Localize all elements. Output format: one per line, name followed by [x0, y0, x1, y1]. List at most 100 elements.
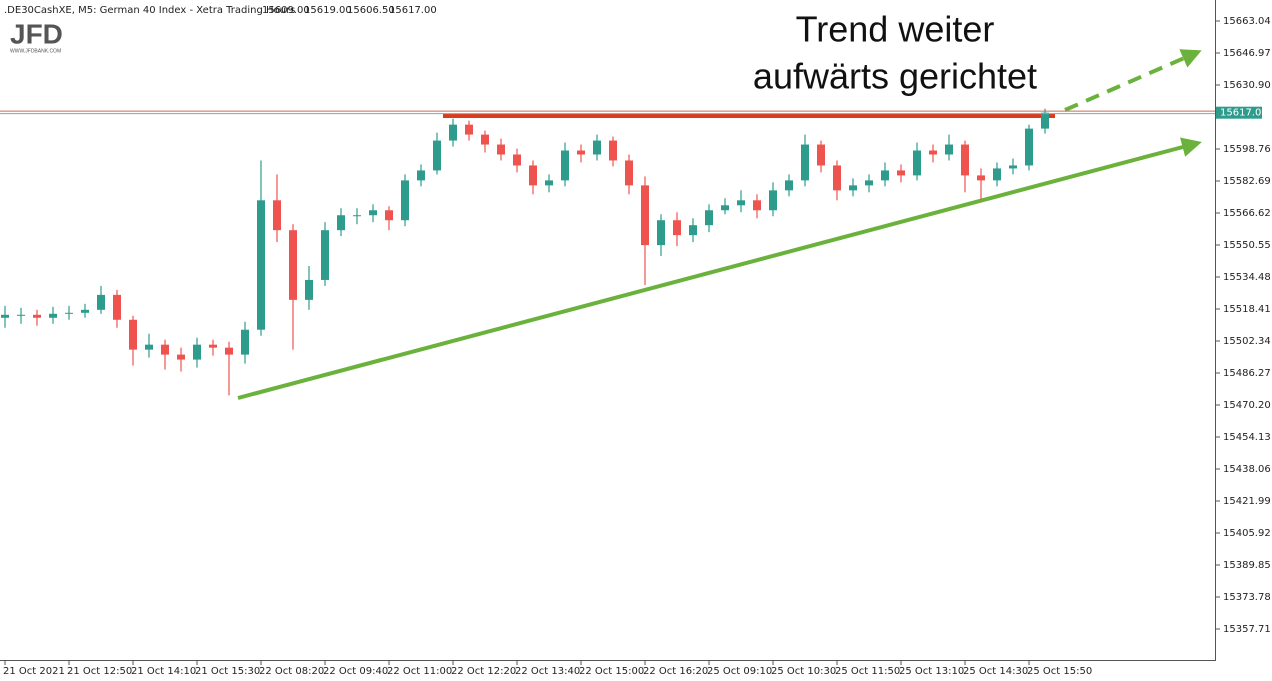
y-tick-label: 15502.34 — [1223, 336, 1271, 347]
candle-body — [961, 144, 969, 176]
candle-body — [913, 150, 921, 176]
y-tick-label: 15663.04 — [1223, 16, 1271, 27]
candle-body — [497, 144, 505, 155]
annotation: Trend weiter — [796, 9, 995, 50]
candle-body — [129, 319, 137, 350]
candle-body — [993, 168, 1001, 181]
y-tick-label: 15582.69 — [1223, 176, 1271, 187]
x-tick-label: 22 Oct 08:20 — [259, 666, 324, 677]
header-ohlc-value: 15606.50 — [347, 5, 395, 16]
y-tick-label: 15454.13 — [1223, 432, 1271, 443]
candle-body — [433, 140, 441, 171]
x-tick-label: 21 Oct 2021 — [3, 666, 65, 677]
x-tick-label: 22 Oct 09:40 — [323, 666, 388, 677]
y-tick-label: 15486.27 — [1223, 368, 1271, 379]
candle-body — [929, 150, 937, 155]
current-price-box — [1216, 106, 1262, 119]
x-tick-label: 21 Oct 12:50 — [67, 666, 132, 677]
candle-body — [385, 210, 393, 221]
candle-body — [1, 314, 9, 318]
candle-body — [785, 180, 793, 191]
candle-body — [241, 329, 249, 355]
logo: JFD — [10, 18, 63, 49]
x-tick-label: 25 Oct 11:50 — [835, 666, 900, 677]
candle-body — [1009, 165, 1017, 169]
candle-body — [305, 279, 313, 300]
candle-body — [401, 180, 409, 221]
x-tick-label: 25 Oct 13:10 — [899, 666, 964, 677]
candle-body — [977, 175, 985, 181]
candle-body — [1025, 128, 1033, 166]
candle-body — [833, 165, 841, 191]
candle-body — [273, 200, 281, 231]
x-tick-label: 25 Oct 09:10 — [707, 666, 772, 677]
candle-body — [417, 170, 425, 181]
candle-body — [465, 124, 473, 135]
y-tick-label: 15389.85 — [1223, 560, 1271, 571]
header-symbol: .DE30CashXE, M5: German 40 Index - Xetra… — [4, 5, 295, 16]
candle-body — [721, 205, 729, 211]
x-tick-label: 25 Oct 15:50 — [1027, 666, 1092, 677]
candle-body — [33, 314, 41, 318]
candle-body — [161, 344, 169, 355]
candle-body — [705, 210, 713, 226]
candle-body — [97, 294, 105, 310]
candle-body — [145, 344, 153, 350]
candle-body — [177, 354, 185, 360]
x-tick-label: 22 Oct 15:00 — [579, 666, 644, 677]
candle-body — [897, 170, 905, 176]
y-tick-label: 15534.48 — [1223, 272, 1271, 283]
logo-url: WWW.JFDBANK.COM — [10, 48, 61, 54]
x-tick-label: 25 Oct 14:30 — [963, 666, 1028, 677]
candle-body — [641, 185, 649, 246]
y-tick-label: 15405.92 — [1223, 528, 1271, 539]
candle-body — [353, 215, 361, 217]
y-tick-label: 15566.62 — [1223, 208, 1271, 219]
candle-body — [337, 215, 345, 231]
y-tick-label: 15646.97 — [1223, 48, 1271, 59]
header-ohlc-value: 15619.00 — [304, 5, 352, 16]
x-tick-label: 22 Oct 16:20 — [643, 666, 708, 677]
x-tick-label: 22 Oct 12:20 — [451, 666, 516, 677]
candle-body — [209, 344, 217, 348]
y-tick-label: 15373.78 — [1223, 592, 1271, 603]
candle-body — [769, 190, 777, 211]
candle-body — [881, 170, 889, 181]
x-tick-label: 25 Oct 10:30 — [771, 666, 836, 677]
candle-body — [609, 140, 617, 161]
candle-body — [577, 150, 585, 155]
candle-body — [849, 185, 857, 191]
candle-body — [593, 140, 601, 155]
y-tick-label: 15550.55 — [1223, 240, 1271, 251]
candle-body — [801, 144, 809, 181]
annotation: aufwärts gerichtet — [753, 56, 1037, 97]
candle-body — [737, 200, 745, 206]
y-tick-label: 15421.99 — [1223, 496, 1271, 507]
x-tick-label: 22 Oct 11:00 — [387, 666, 452, 677]
candle-body — [225, 347, 233, 355]
x-tick-label: 21 Oct 14:10 — [131, 666, 196, 677]
candle-body — [657, 220, 665, 246]
candle-body — [481, 134, 489, 145]
x-tick-label: 22 Oct 13:40 — [515, 666, 580, 677]
y-tick-label: 15470.20 — [1223, 400, 1271, 411]
candle-body — [513, 154, 521, 166]
candle-body — [945, 144, 953, 155]
current-price-label: 15617.00 — [1220, 108, 1268, 119]
trend-projection — [1064, 49, 1202, 112]
y-tick-label: 15438.06 — [1223, 464, 1271, 475]
candle-body — [369, 210, 377, 216]
y-tick-label: 15598.76 — [1223, 144, 1271, 155]
candle-body — [289, 230, 297, 300]
candle-body — [673, 220, 681, 236]
candle-body — [545, 180, 553, 186]
x-tick-label: 21 Oct 15:30 — [195, 666, 260, 677]
candle-body — [193, 344, 201, 360]
candle-body — [817, 144, 825, 166]
y-tick-label: 15518.41 — [1223, 304, 1271, 315]
trend-line — [237, 137, 1202, 400]
y-tick-label: 15630.90 — [1223, 80, 1271, 91]
candle-body — [625, 160, 633, 186]
